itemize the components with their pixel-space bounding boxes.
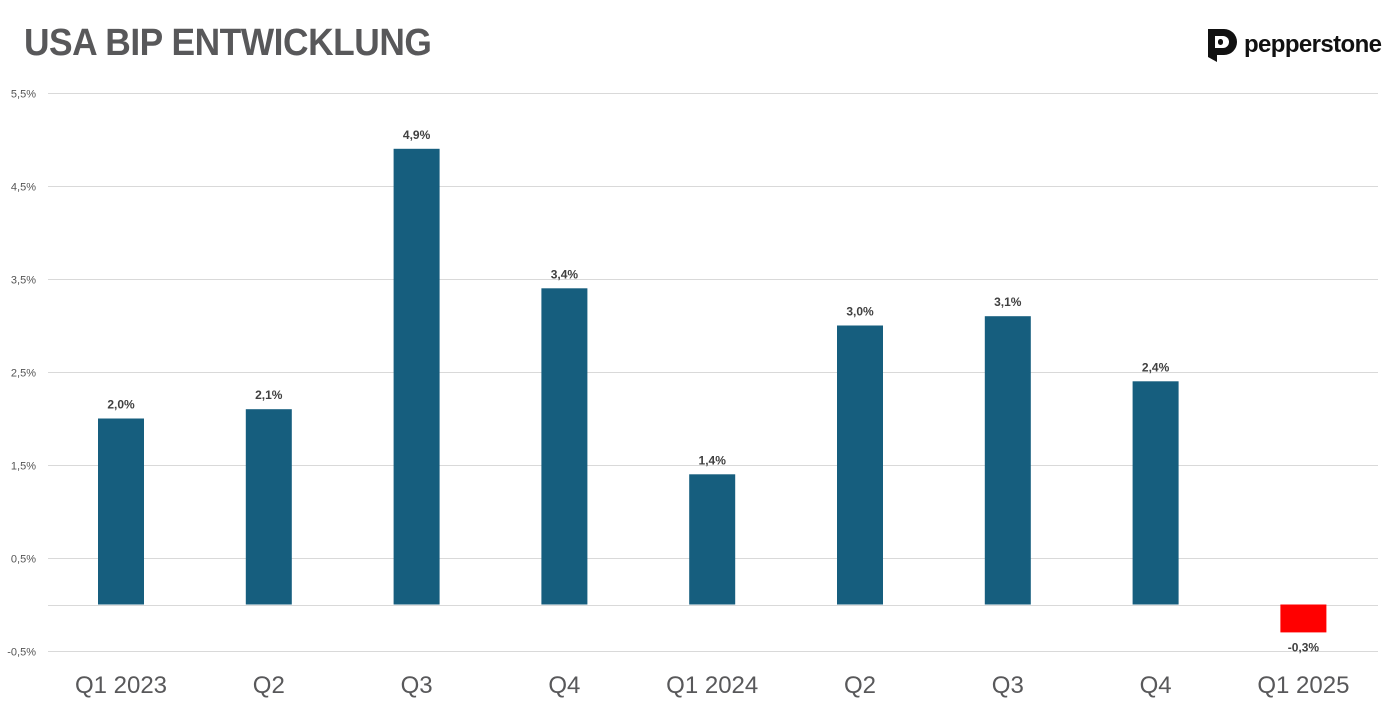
chart-title: USA BIP ENTWICKLUNG (24, 22, 432, 64)
x-category-label: Q3 (992, 672, 1024, 699)
data-label: 2,4% (1142, 360, 1170, 374)
data-label: 1,4% (699, 453, 727, 467)
data-label: 3,4% (551, 267, 579, 281)
y-tick-label: 3,5% (11, 275, 36, 287)
bar (393, 148, 440, 605)
data-label: -0,3% (1288, 640, 1320, 654)
data-label: 3,1% (994, 295, 1022, 309)
data-label: 2,1% (255, 388, 283, 402)
brand-name: pepperstone (1244, 31, 1382, 58)
bar (689, 474, 736, 605)
data-label: 4,9% (403, 128, 431, 142)
pepperstone-logo: pepperstone (1200, 26, 1382, 64)
bar (98, 418, 144, 605)
y-tick-label: 5,5% (11, 89, 36, 101)
bar (1280, 604, 1327, 633)
bar (837, 325, 883, 605)
bar (541, 288, 588, 605)
data-label: 2,0% (107, 398, 135, 412)
bar (245, 409, 292, 605)
x-category-label: Q4 (1140, 672, 1172, 699)
y-tick-label: 2,5% (11, 368, 36, 380)
data-labels: 2,0% 2,1% 4,9% 3,4% 1,4% 3,0% 3,1% 2,4% -0,3% (107, 128, 1319, 655)
bar (984, 316, 1031, 605)
pepperstone-p-icon (1208, 29, 1237, 62)
y-tick-label: 1,5% (11, 461, 36, 473)
axis-labels: 5,5% 4,5% 3,5% 2,5% 1,5% 0,5% -0,5% Q1 2023 Q2 Q3… (7, 89, 1349, 700)
y-tick-label: 0,5% (11, 554, 36, 566)
x-category-label: Q1 2024 (666, 672, 758, 699)
data-label: 3,0% (846, 305, 874, 319)
x-category-label: Q1 2025 (1257, 672, 1349, 699)
y-tick-label: -0,5% (7, 647, 36, 659)
y-tick-label: 4,5% (11, 182, 36, 194)
x-category-label: Q3 (401, 672, 433, 699)
bar (1132, 381, 1179, 605)
bars (98, 148, 1327, 633)
x-category-label: Q2 (253, 672, 285, 699)
x-category-label: Q4 (548, 672, 580, 699)
x-category-label: Q1 2023 (75, 672, 167, 699)
x-category-label: Q2 (844, 672, 876, 699)
